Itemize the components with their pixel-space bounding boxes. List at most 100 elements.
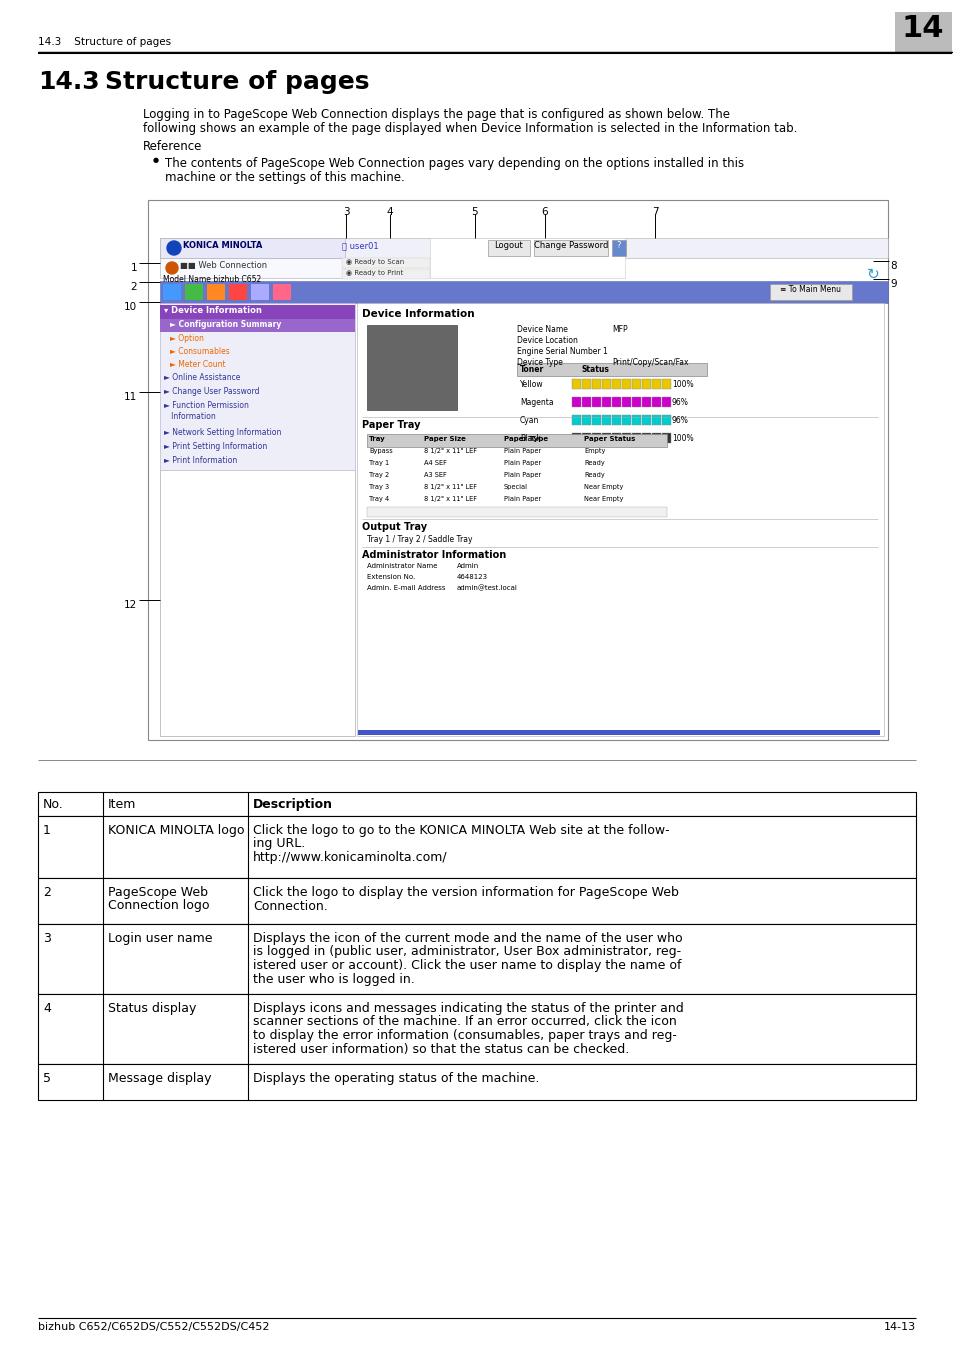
Bar xyxy=(160,258,345,278)
Text: ► Online Assistance: ► Online Assistance xyxy=(164,373,240,382)
Bar xyxy=(621,414,630,425)
Text: 1: 1 xyxy=(43,824,51,837)
Text: A4 SEF: A4 SEF xyxy=(423,460,446,466)
Bar xyxy=(601,379,610,389)
Text: Login user name: Login user name xyxy=(108,931,213,945)
Text: ► Option: ► Option xyxy=(170,333,204,343)
Text: ≡ To Main Menu: ≡ To Main Menu xyxy=(780,285,841,294)
Bar xyxy=(641,379,650,389)
Text: 12: 12 xyxy=(124,599,137,610)
Text: 8 1/2" x 11" LEF: 8 1/2" x 11" LEF xyxy=(423,485,476,490)
Text: Administrator Information: Administrator Information xyxy=(361,549,506,560)
Text: Ready: Ready xyxy=(583,460,604,466)
Bar xyxy=(661,433,670,443)
Text: Device Type: Device Type xyxy=(517,358,562,367)
Text: istered user or account). Click the user name to display the name of: istered user or account). Click the user… xyxy=(253,958,680,972)
Text: Information: Information xyxy=(164,412,215,421)
Text: Plain Paper: Plain Paper xyxy=(503,495,540,502)
Text: the user who is logged in.: the user who is logged in. xyxy=(253,972,415,986)
Text: Special: Special xyxy=(503,485,527,490)
Text: Magenta: Magenta xyxy=(519,398,553,406)
Bar xyxy=(651,379,660,389)
Text: Bypass: Bypass xyxy=(369,448,393,454)
Text: Reference: Reference xyxy=(143,140,202,153)
Bar xyxy=(661,379,670,389)
Text: 14-13: 14-13 xyxy=(882,1322,915,1332)
Text: Connection logo: Connection logo xyxy=(108,899,210,913)
Bar xyxy=(357,730,879,734)
Text: Displays the operating status of the machine.: Displays the operating status of the mac… xyxy=(253,1072,538,1085)
Bar xyxy=(651,397,660,406)
Text: ► Meter Count: ► Meter Count xyxy=(170,360,226,369)
Text: 100%: 100% xyxy=(671,379,693,389)
Bar xyxy=(592,397,600,406)
Text: bizhub C652/C652DS/C552/C552DS/C452: bizhub C652/C652DS/C552/C552DS/C452 xyxy=(38,1322,269,1332)
Text: Plain Paper: Plain Paper xyxy=(503,472,540,478)
Text: Model Name bizhub C652: Model Name bizhub C652 xyxy=(163,275,261,284)
Text: Device Information: Device Information xyxy=(361,309,475,319)
Text: Logout: Logout xyxy=(494,242,523,250)
Text: Device Name: Device Name xyxy=(517,325,567,333)
Bar xyxy=(592,414,600,425)
Bar xyxy=(160,281,887,302)
Bar xyxy=(612,414,620,425)
Circle shape xyxy=(167,242,181,255)
Bar xyxy=(185,284,203,300)
Text: Tray 2: Tray 2 xyxy=(369,472,389,478)
Bar xyxy=(251,284,269,300)
Bar xyxy=(641,414,650,425)
Text: Displays icons and messages indicating the status of the printer and: Displays icons and messages indicating t… xyxy=(253,1002,683,1015)
Bar xyxy=(581,379,590,389)
Text: KONICA MINOLTA logo: KONICA MINOLTA logo xyxy=(108,824,244,837)
Text: Output Tray: Output Tray xyxy=(361,522,427,532)
Bar xyxy=(631,433,640,443)
Bar xyxy=(160,319,355,332)
Bar xyxy=(160,238,887,258)
Bar xyxy=(273,284,291,300)
Bar xyxy=(38,923,915,994)
Text: ●: ● xyxy=(152,157,159,163)
Text: 2: 2 xyxy=(131,282,137,292)
Text: Near Empty: Near Empty xyxy=(583,485,622,490)
Bar xyxy=(592,379,600,389)
Bar xyxy=(207,284,225,300)
Bar xyxy=(621,397,630,406)
Text: ◉ Ready to Scan: ◉ Ready to Scan xyxy=(346,259,404,265)
Text: 5: 5 xyxy=(43,1072,51,1085)
Text: 8: 8 xyxy=(889,261,896,271)
Bar xyxy=(367,325,456,410)
Bar xyxy=(572,433,580,443)
Text: 4: 4 xyxy=(386,207,393,217)
Text: Extension No.: Extension No. xyxy=(367,574,415,580)
Text: Description: Description xyxy=(253,798,333,811)
Text: ► Network Setting Information: ► Network Setting Information xyxy=(164,428,281,437)
Bar xyxy=(534,240,607,256)
Text: 4648123: 4648123 xyxy=(456,574,488,580)
Bar xyxy=(160,238,345,258)
Text: admin@test.local: admin@test.local xyxy=(456,585,517,591)
Bar xyxy=(341,269,430,279)
Bar xyxy=(38,792,915,815)
Text: ing URL.: ing URL. xyxy=(253,837,305,850)
Circle shape xyxy=(166,262,178,274)
Text: Tray 3: Tray 3 xyxy=(369,485,389,490)
Text: ► Function Permission: ► Function Permission xyxy=(164,401,249,410)
Bar xyxy=(581,414,590,425)
Text: ► Consumables: ► Consumables xyxy=(170,347,230,356)
Bar xyxy=(601,433,610,443)
Bar xyxy=(356,302,883,736)
Bar xyxy=(621,379,630,389)
Text: 14.3    Structure of pages: 14.3 Structure of pages xyxy=(38,36,171,47)
Text: Admin: Admin xyxy=(456,563,478,568)
Text: Tray 1: Tray 1 xyxy=(369,460,389,466)
Text: 14: 14 xyxy=(901,14,943,43)
Bar xyxy=(229,284,247,300)
Text: Plain Paper: Plain Paper xyxy=(503,448,540,454)
Bar xyxy=(572,397,580,406)
Text: ▾ Device Information: ▾ Device Information xyxy=(164,306,262,315)
Text: machine or the settings of this machine.: machine or the settings of this machine. xyxy=(165,171,404,184)
Bar xyxy=(581,397,590,406)
Text: ► Configuration Summary: ► Configuration Summary xyxy=(170,320,281,329)
Text: Device Location: Device Location xyxy=(517,336,578,346)
Text: No.: No. xyxy=(43,798,64,811)
